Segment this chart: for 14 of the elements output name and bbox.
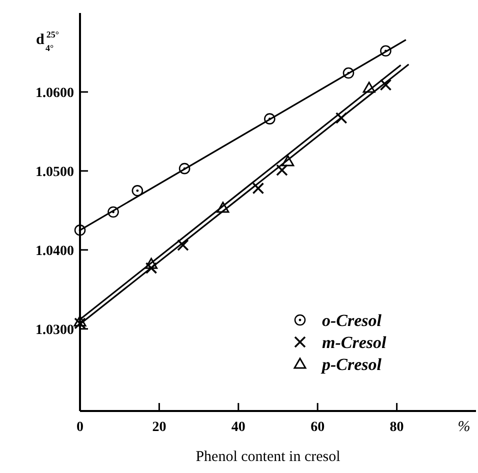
legend-label: o-Cresol [322, 310, 382, 330]
x-tick-label: 80 [390, 420, 404, 435]
x-tick-label: 40 [231, 420, 246, 435]
y-tick-label: 1.0600 [36, 86, 74, 101]
y-tick-label: 1.0400 [36, 244, 74, 259]
legend-label: p-Cresol [320, 354, 382, 374]
y-tick-label: 1.0300 [36, 322, 74, 338]
x-tick-label: 0 [76, 420, 84, 435]
text: % [458, 419, 470, 435]
x-tick-label: 20 [152, 420, 166, 435]
legend-label: m-Cresol [322, 332, 386, 352]
x-tick-label: 60 [310, 420, 325, 435]
y-tick-label: 1.0500 [36, 164, 74, 180]
x-axis-title: Phenol content in cresol [196, 449, 340, 465]
